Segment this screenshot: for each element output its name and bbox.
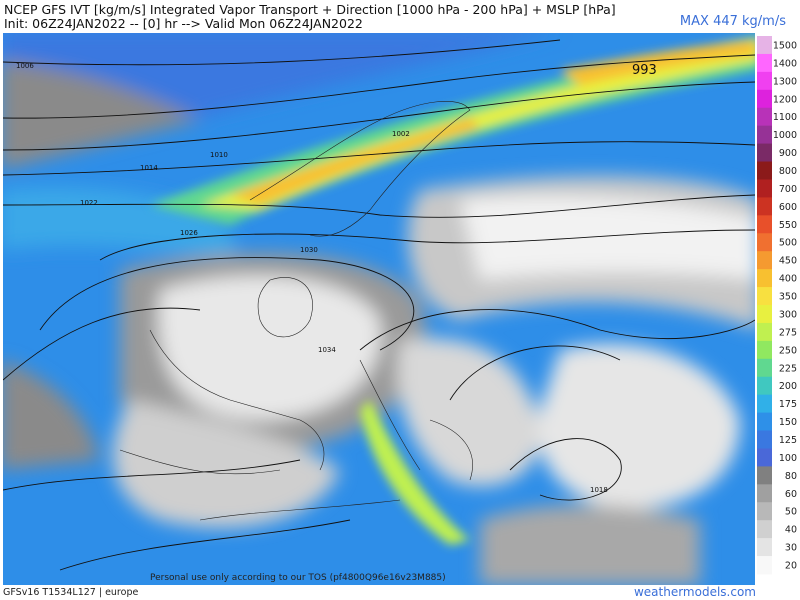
colorbar-label: 500 xyxy=(779,238,797,249)
colorbar-swatch xyxy=(757,502,772,521)
colorbar-swatch xyxy=(757,89,772,109)
colorbar-label: 1000 xyxy=(773,130,797,141)
isobar-label: 1034 xyxy=(318,346,336,354)
colorbar-swatch xyxy=(757,484,772,503)
ivt-field: Personal use only according to our TOS (… xyxy=(3,33,755,585)
colorbar-swatch xyxy=(757,305,772,324)
colorbar-swatch xyxy=(757,287,772,306)
colorbar-swatch xyxy=(757,215,772,234)
colorbar-label: 175 xyxy=(779,399,797,410)
title: NCEP GFS IVT [kg/m/s] Integrated Vapor T… xyxy=(4,2,616,17)
colorbar-label: 450 xyxy=(779,256,797,267)
colorbar: 1500 1400 1300 1200 1100 1000 900 800 700 600 550 5… xyxy=(757,36,797,575)
colorbar-swatch xyxy=(757,269,772,288)
colorbar-label: 600 xyxy=(779,202,797,213)
isobar-labels: 993 1006 1010 1014 1022 1026 1030 1034 1… xyxy=(16,62,657,494)
isobar-label: 1014 xyxy=(140,164,158,172)
colorbar-swatch xyxy=(757,125,772,145)
colorbar-swatch xyxy=(757,466,772,485)
colorbar-swatch xyxy=(757,538,772,557)
tos-notice: Personal use only according to our TOS (… xyxy=(150,573,446,583)
colorbar-label: 700 xyxy=(779,184,797,195)
isobar-label: 993 xyxy=(632,63,657,78)
colorbar-swatch xyxy=(757,448,772,467)
isobar-label: 1018 xyxy=(590,486,608,494)
colorbar-swatch xyxy=(757,161,772,180)
colorbar-swatch xyxy=(757,322,772,342)
subtitle: Init: 06Z24JAN2022 -- [0] hr --> Valid M… xyxy=(4,16,363,31)
colorbar-swatch xyxy=(757,394,772,414)
colorbar-swatch xyxy=(757,53,772,73)
colorbar-label: 550 xyxy=(779,220,797,231)
colorbar-swatch xyxy=(757,520,772,539)
colorbar-label: 1300 xyxy=(773,76,797,87)
model-info: GFSv16 T1534L127 | europe xyxy=(3,587,139,598)
colorbar-label: 80 xyxy=(785,471,797,482)
colorbar-label: 20 xyxy=(785,561,797,572)
colorbar-label: 125 xyxy=(779,435,797,446)
colorbar-swatch xyxy=(757,36,772,55)
isobar-label: 1002 xyxy=(392,130,410,138)
coastlines xyxy=(119,101,473,521)
site-link[interactable]: weathermodels.com xyxy=(633,585,756,599)
isobar-label: 1026 xyxy=(180,229,198,237)
isobar-label: 1022 xyxy=(80,199,98,207)
colorbar-label: 800 xyxy=(779,166,797,177)
colorbar-label: 200 xyxy=(779,381,797,392)
colorbar-swatch xyxy=(757,143,772,163)
colorbar-swatch xyxy=(757,430,772,449)
max-label: MAX 447 kg/m/s xyxy=(679,14,786,29)
colorbar-label: 100 xyxy=(779,453,797,464)
colorbar-swatch xyxy=(757,107,772,127)
isobars xyxy=(3,39,755,571)
colorbar-label: 900 xyxy=(779,148,797,159)
colorbar-label: 350 xyxy=(779,292,797,303)
colorbar-label: 1500 xyxy=(773,40,797,51)
colorbar-label: 400 xyxy=(779,274,797,285)
colorbar-swatch xyxy=(757,340,772,360)
colorbar-label: 1200 xyxy=(773,94,797,105)
isobar-label: 1006 xyxy=(16,62,34,70)
colorbar-swatch xyxy=(757,251,772,270)
colorbar-label: 50 xyxy=(785,507,797,518)
colorbar-label: 30 xyxy=(785,543,797,554)
colorbar-swatch xyxy=(757,233,772,252)
isobar-label: 1010 xyxy=(210,151,228,159)
colorbar-label: 40 xyxy=(785,525,797,536)
colorbar-label: 150 xyxy=(779,417,797,428)
colorbar-label: 1100 xyxy=(773,112,797,123)
colorbar-swatch xyxy=(757,179,772,198)
colorbar-swatch xyxy=(757,358,772,378)
colorbar-swatch xyxy=(757,412,772,432)
colorbar-label: 250 xyxy=(779,345,797,356)
colorbar-label: 60 xyxy=(785,489,797,500)
colorbar-swatch xyxy=(757,376,772,396)
isobar-label: 1030 xyxy=(300,246,318,254)
colorbar-label: 225 xyxy=(779,363,797,374)
colorbar-swatch xyxy=(757,71,772,91)
colorbar-swatch xyxy=(757,556,772,575)
colorbar-label: 275 xyxy=(779,327,797,338)
colorbar-label: 1400 xyxy=(773,58,797,69)
colorbar-label: 300 xyxy=(779,309,797,320)
colorbar-swatch xyxy=(757,197,772,216)
